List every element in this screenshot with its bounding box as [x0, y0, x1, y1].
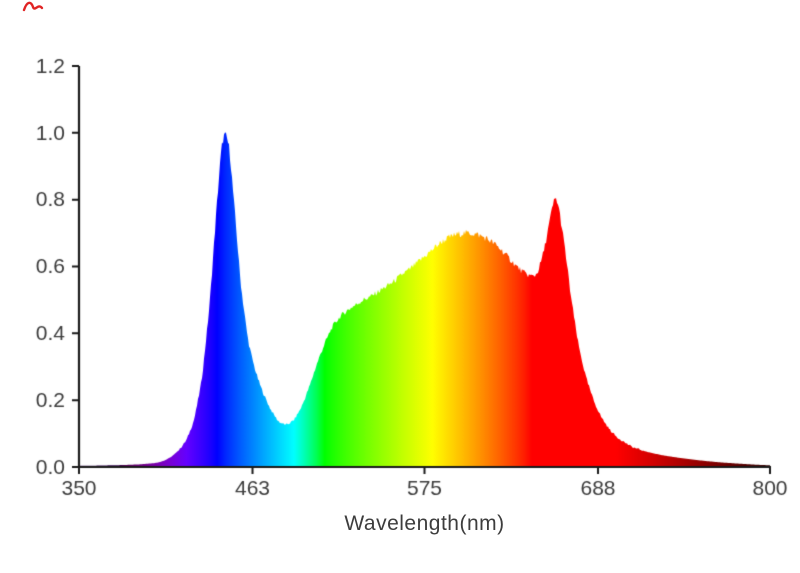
- x-axis-label: Wavelength(nm): [344, 512, 505, 535]
- red-corner-mark: [22, 1, 44, 12]
